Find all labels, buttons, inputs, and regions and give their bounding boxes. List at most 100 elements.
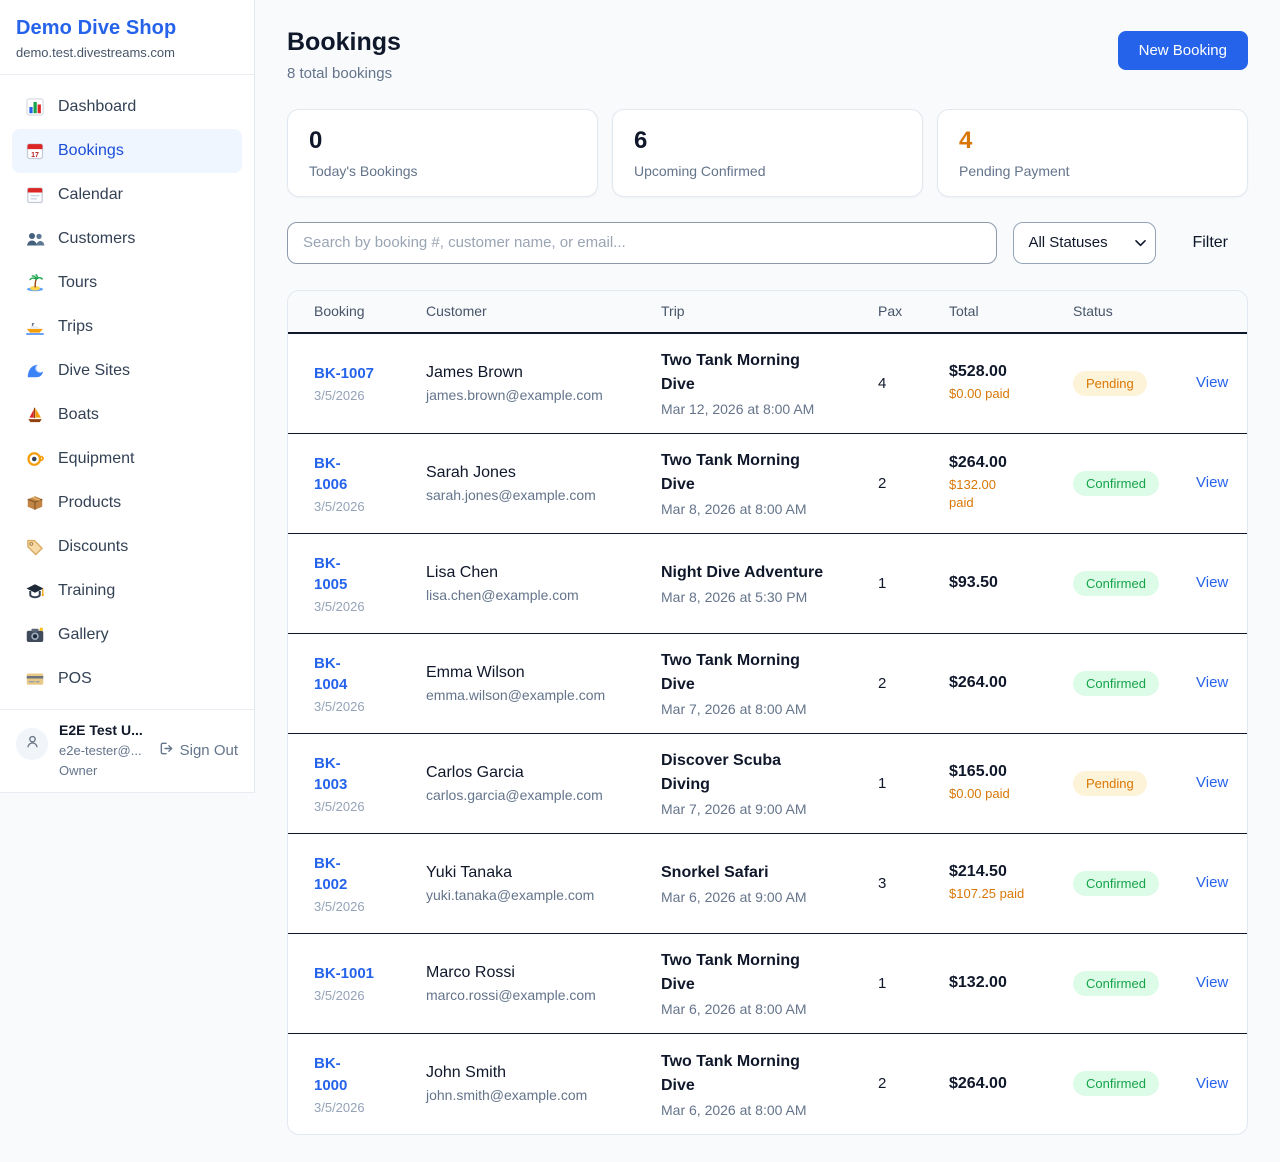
customer-email: carlos.garcia@example.com [426, 786, 603, 803]
sidebar-item-products[interactable]: Products [12, 481, 242, 525]
status-badge: Pending [1073, 770, 1147, 796]
stat-label: Pending Payment [959, 162, 1070, 179]
booking-id-link[interactable]: BK-1006 [314, 454, 348, 494]
booking-cell: BK-1003 3/5/2026 [314, 753, 426, 815]
customer-cell: John Smith john.smith@example.com [426, 1064, 661, 1103]
stat-value: 0 [309, 127, 323, 154]
table-header-row: Booking Customer Trip Pax Total Status [288, 290, 1247, 334]
view-link[interactable]: View [1196, 374, 1229, 392]
table-row: BK-1003 3/5/2026 Carlos Garcia carlos.ga… [288, 734, 1247, 834]
sidebar-item-pos[interactable]: POS [12, 657, 242, 701]
view-cell: View [1196, 474, 1237, 492]
booking-id-link[interactable]: BK-1000 [314, 1055, 348, 1094]
trip-datetime: Mar 6, 2026 at 8:00 AM [661, 1001, 807, 1018]
booking-id-link[interactable]: BK-1007 [314, 365, 375, 383]
stat-pending-payment: 4 Pending Payment [937, 109, 1248, 197]
status-cell: Confirmed [1073, 1071, 1196, 1097]
view-link[interactable]: View [1196, 1074, 1229, 1092]
sidebar-item-label: Trips [58, 318, 93, 335]
user-meta: E2E Test U... e2e-tester@... Sign Out Ow… [59, 722, 238, 778]
column-header-booking: Booking [314, 303, 365, 320]
stats-cards: 0 Today's Bookings 6 Upcoming Confirmed … [287, 109, 1248, 197]
total-amount: $528.00 [949, 363, 1007, 381]
table-row: BK-1005 3/5/2026 Lisa Chen lisa.chen@exa… [288, 534, 1247, 634]
pax-count: 2 [878, 474, 887, 492]
sidebar-item-label: Bookings [58, 142, 124, 159]
trip-name: Discover Scuba Diving [661, 752, 782, 794]
customer-email: marco.rossi@example.com [426, 986, 596, 1003]
status-cell: Confirmed [1073, 670, 1196, 696]
booking-id-link[interactable]: BK-1005 [314, 554, 348, 594]
trip-name: Two Tank Morning Dive [661, 1052, 800, 1094]
trip-cell: Two Tank Morning Dive Mar 8, 2026 at 8:0… [661, 449, 878, 517]
view-link[interactable]: View [1196, 974, 1229, 992]
stat-label: Today's Bookings [309, 162, 418, 179]
sidebar-nav: Dashboard 17 Bookings Calendar Customers… [0, 75, 254, 709]
customer-name: Marco Rossi [426, 963, 515, 981]
view-cell: View [1196, 574, 1237, 592]
table-row: BK-1007 3/5/2026 James Brown james.brown… [288, 334, 1247, 434]
customer-cell: Lisa Chen lisa.chen@example.com [426, 564, 661, 603]
new-booking-button[interactable]: New Booking [1117, 31, 1248, 70]
trip-datetime: Mar 7, 2026 at 9:00 AM [661, 801, 807, 818]
sidebar-item-gallery[interactable]: Gallery [12, 613, 242, 657]
booking-cell: BK-1000 3/5/2026 [314, 1053, 426, 1115]
total-cell: $264.00 [949, 1075, 1073, 1093]
sign-out-button[interactable]: Sign Out [159, 741, 238, 760]
view-link[interactable]: View [1196, 674, 1229, 692]
filter-row: All Statuses Filter [287, 221, 1248, 264]
total-cell: $214.50 $107.25 paid [949, 863, 1073, 903]
column-header-pax: Pax [878, 303, 903, 320]
table-row: BK-1002 3/5/2026 Yuki Tanaka yuki.tanaka… [288, 834, 1247, 934]
search-input[interactable] [287, 221, 998, 264]
booking-id-link[interactable]: BK-1001 [314, 965, 375, 983]
customer-email: yuki.tanaka@example.com [426, 886, 595, 903]
total-cell: $264.00 $132.00 paid [949, 454, 1073, 512]
table-body: BK-1007 3/5/2026 James Brown james.brown… [288, 334, 1247, 1134]
booking-cell: BK-1005 3/5/2026 [314, 553, 426, 615]
sidebar-item-training[interactable]: Training [12, 569, 242, 613]
customer-email: sarah.jones@example.com [426, 486, 596, 503]
total-cell: $132.00 [949, 974, 1073, 992]
shop-header: Demo Dive Shop demo.test.divestreams.com [0, 0, 254, 75]
view-link[interactable]: View [1196, 474, 1229, 492]
wave-icon [25, 361, 45, 381]
pax-count: 1 [878, 974, 887, 992]
sidebar-item-equipment[interactable]: Equipment [12, 437, 242, 481]
sidebar-item-dive-sites[interactable]: Dive Sites [12, 349, 242, 393]
sidebar-item-label: Products [58, 494, 122, 511]
user-footer: E2E Test U... e2e-tester@... Sign Out Ow… [0, 709, 254, 792]
filter-button[interactable]: Filter [1172, 224, 1248, 262]
total-cell: $165.00 $0.00 paid [949, 763, 1073, 803]
trip-cell: Snorkel Safari Mar 6, 2026 at 9:00 AM [661, 861, 878, 905]
booking-id-link[interactable]: BK-1004 [314, 654, 348, 694]
view-link[interactable]: View [1196, 774, 1229, 792]
sidebar-item-dashboard[interactable]: Dashboard [12, 85, 242, 129]
sidebar-item-boats[interactable]: Boats [12, 393, 242, 437]
sidebar-item-customers[interactable]: Customers [12, 217, 242, 261]
sidebar-item-discounts[interactable]: Discounts [12, 525, 242, 569]
stat-upcoming-confirmed: 6 Upcoming Confirmed [612, 109, 923, 197]
page-header: Bookings 8 total bookings New Booking [287, 28, 1248, 82]
booking-id-link[interactable]: BK-1003 [314, 754, 348, 794]
customer-cell: Carlos Garcia carlos.garcia@example.com [426, 764, 661, 803]
booking-cell: BK-1002 3/5/2026 [314, 853, 426, 915]
sidebar-item-trips[interactable]: Trips [12, 305, 242, 349]
sidebar-item-bookings[interactable]: 17 Bookings [12, 129, 242, 173]
view-link[interactable]: View [1196, 874, 1229, 892]
shop-name-link[interactable]: Demo Dive Shop [16, 17, 177, 39]
view-link[interactable]: View [1196, 574, 1229, 592]
column-header-customer: Customer [426, 303, 487, 320]
booking-id-link[interactable]: BK-1002 [314, 854, 348, 894]
total-cell: $528.00 $0.00 paid [949, 363, 1073, 403]
sidebar-item-tours[interactable]: Tours [12, 261, 242, 305]
svg-text:17: 17 [31, 152, 39, 159]
pax-count: 1 [878, 774, 887, 792]
trip-cell: Night Dive Adventure Mar 8, 2026 at 5:30… [661, 561, 878, 605]
customer-email: james.brown@example.com [426, 386, 603, 403]
sidebar-item-calendar[interactable]: Calendar [12, 173, 242, 217]
status-cell: Confirmed [1073, 570, 1196, 596]
status-filter-select[interactable]: All Statuses [1013, 221, 1157, 264]
status-badge: Confirmed [1073, 970, 1159, 996]
stat-todays-bookings: 0 Today's Bookings [287, 109, 598, 197]
